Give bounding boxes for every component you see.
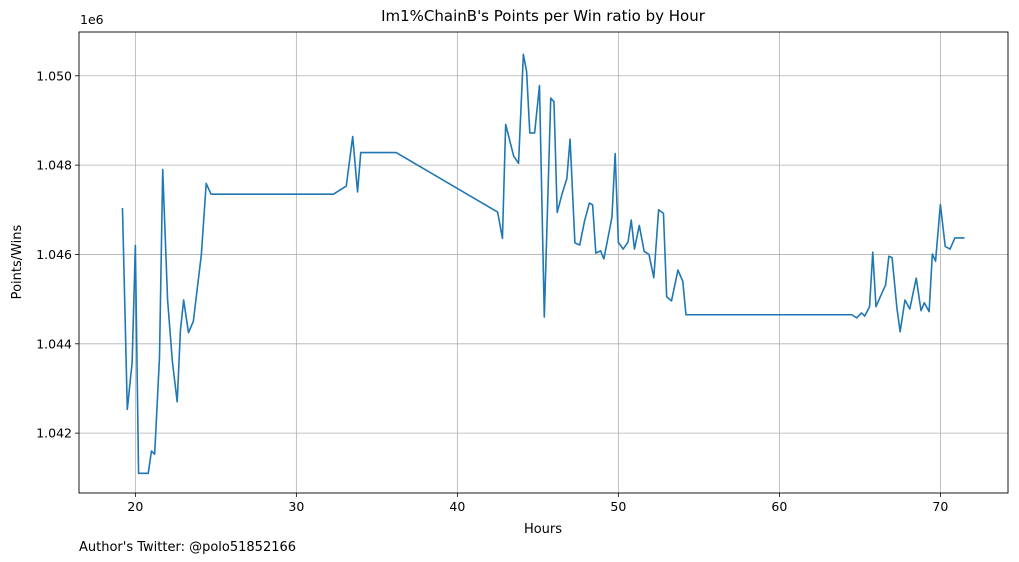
y-axis-label: Points/Wins bbox=[10, 224, 25, 299]
y-tick-label: 1.050 bbox=[36, 68, 72, 83]
x-tick-label: 40 bbox=[449, 499, 465, 514]
series-line-0 bbox=[121, 53, 965, 475]
y-tick-label: 1.044 bbox=[36, 336, 72, 351]
author-footnote: Author's Twitter: @polo51852166 bbox=[79, 540, 296, 555]
plot-frame bbox=[78, 31, 1009, 494]
x-tick-label: 50 bbox=[610, 499, 626, 514]
chart-title: Im1%ChainB's Points per Win ratio by Hou… bbox=[381, 7, 706, 25]
y-tick-label: 1.048 bbox=[36, 158, 72, 173]
x-tick-label: 70 bbox=[932, 499, 948, 514]
x-tick-label: 30 bbox=[288, 499, 304, 514]
x-tick-label: 20 bbox=[127, 499, 143, 514]
y-offset-label: 1e6 bbox=[80, 12, 104, 27]
y-tick-label: 1.046 bbox=[36, 247, 72, 262]
data-layer bbox=[121, 53, 965, 475]
y-tick-label: 1.042 bbox=[36, 426, 72, 441]
x-tick-label: 60 bbox=[771, 499, 787, 514]
x-axis-label: Hours bbox=[524, 522, 562, 537]
ticks: 20 30 40 50 60 70 1.042 1.044 1.046 1.048 1.050 bbox=[36, 68, 948, 514]
